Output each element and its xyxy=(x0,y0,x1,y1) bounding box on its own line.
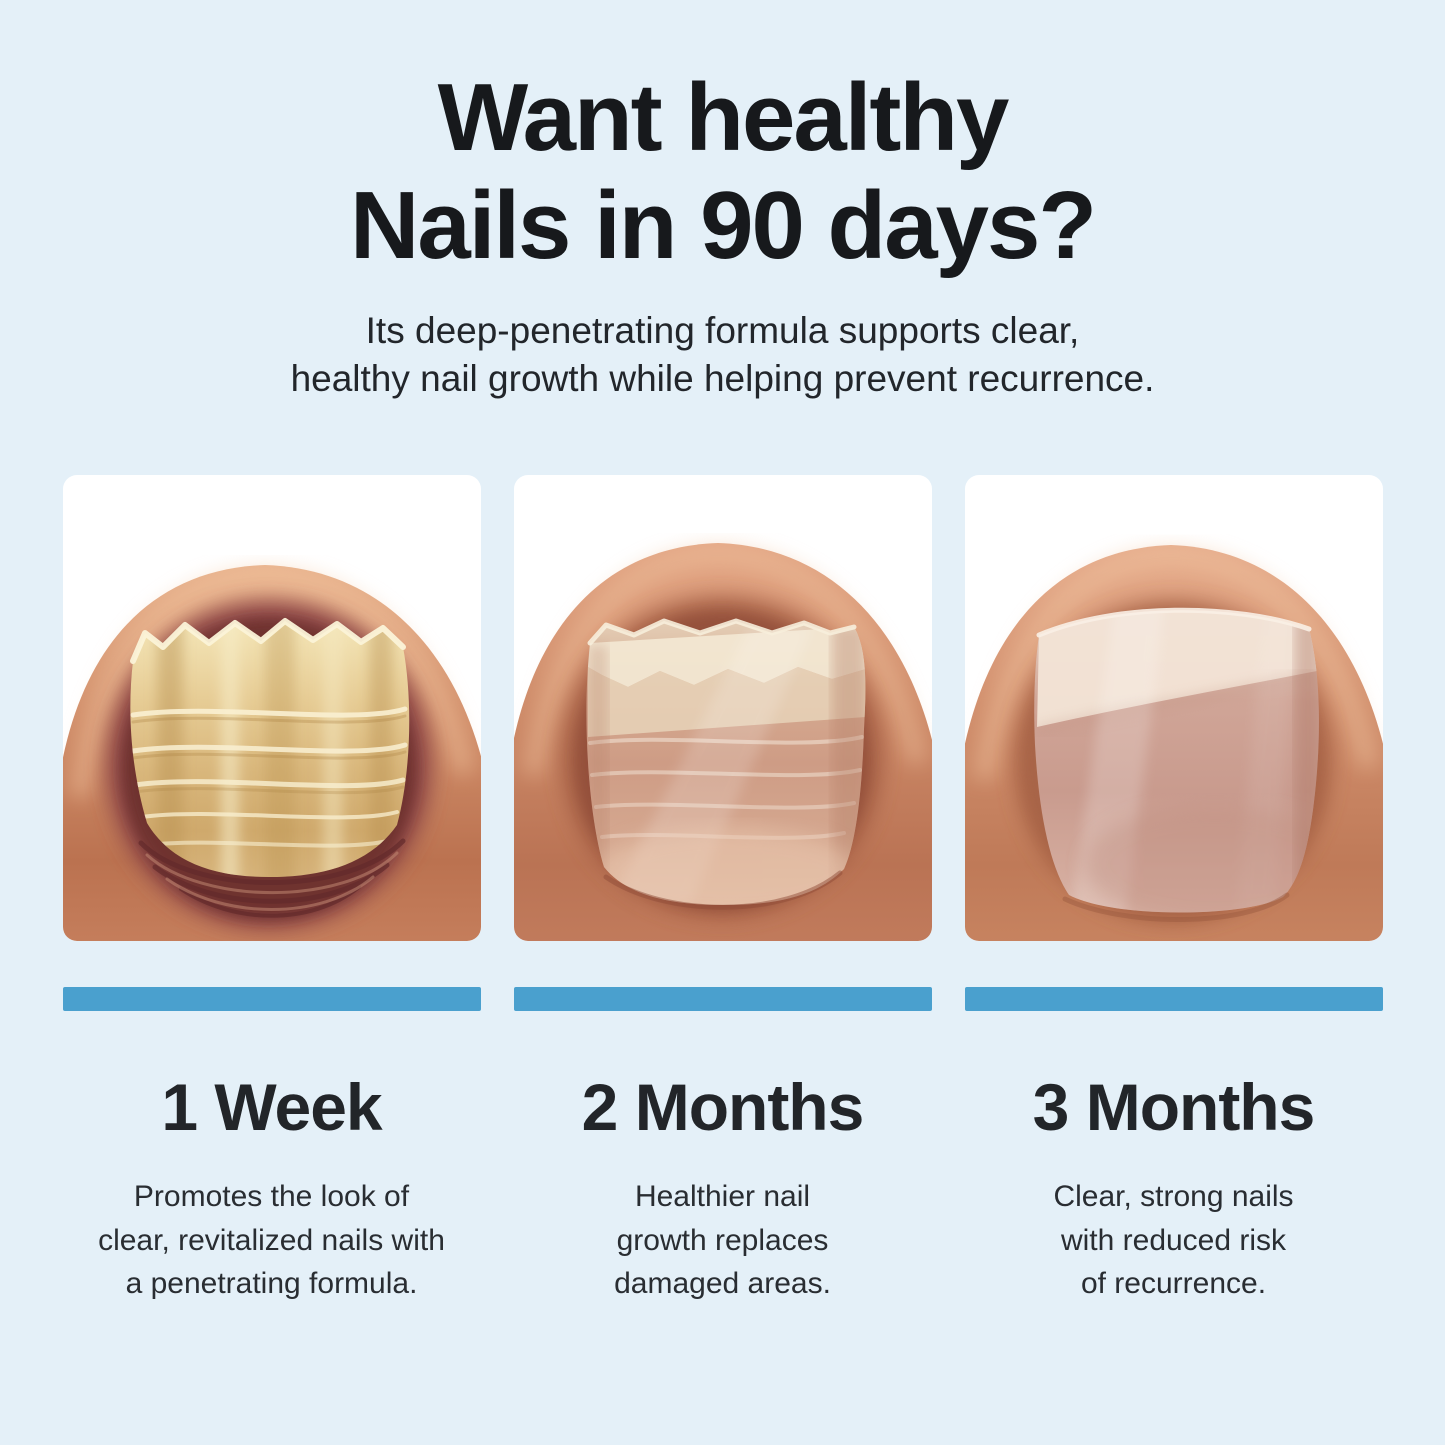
timeline-stage-3-months: 3 Months Clear, strong nails with reduce… xyxy=(964,475,1383,1306)
timeline-stages: 1 Week Promotes the look of clear, revit… xyxy=(62,475,1383,1306)
timeline-stage-1-week: 1 Week Promotes the look of clear, revit… xyxy=(62,475,481,1306)
page-title: Want healthy Nails in 90 days? xyxy=(0,64,1445,279)
stage-description-line: clear, revitalized nails with xyxy=(98,1223,445,1257)
page-title-line: Want healthy xyxy=(437,64,1010,171)
stage-description-line: Promotes the look of xyxy=(133,1180,410,1214)
nail-photo-card xyxy=(964,475,1383,942)
stage-heading: 1 Week xyxy=(161,1070,382,1145)
stage-heading: 2 Months xyxy=(581,1070,865,1145)
stage-description-line: damaged areas. xyxy=(614,1267,831,1301)
timeline-stage-2-months: 2 Months Healthier nail growth replaces … xyxy=(513,475,932,1306)
stage-description: Healthier nail growth replaces damaged a… xyxy=(483,1175,963,1306)
accent-divider xyxy=(62,987,481,1012)
nail-photo-card xyxy=(62,475,481,942)
stage-description-line: a penetrating formula. xyxy=(125,1267,418,1301)
page-title-line: Nails in 90 days? xyxy=(349,171,1097,279)
accent-divider xyxy=(964,987,1383,1012)
page-subtitle-line: healthy nail growth while helping preven… xyxy=(290,358,1155,400)
toenail-damaged-illustration xyxy=(62,565,481,942)
page-subtitle-line: Its deep-penetrating formula supports cl… xyxy=(365,310,1080,352)
stage-description-line: with reduced risk xyxy=(1060,1223,1287,1257)
stage-description-line: Clear, strong nails xyxy=(1053,1180,1294,1214)
hero-header: Want healthy Nails in 90 days? Its deep-… xyxy=(0,0,1445,403)
accent-divider xyxy=(513,987,932,1012)
stage-description: Clear, strong nails with reduced risk of… xyxy=(934,1175,1414,1306)
stage-heading: 3 Months xyxy=(1032,1070,1316,1145)
stage-description-line: growth replaces xyxy=(616,1223,829,1257)
toenail-healthy-illustration xyxy=(964,545,1383,942)
toenail-healing-illustration xyxy=(513,543,932,942)
stage-description-line: Healthier nail xyxy=(634,1180,811,1214)
nail-photo-card xyxy=(513,475,932,942)
stage-description: Promotes the look of clear, revitalized … xyxy=(32,1175,512,1306)
page-subtitle: Its deep-penetrating formula supports cl… xyxy=(0,307,1445,403)
stage-description-line: of recurrence. xyxy=(1080,1267,1267,1301)
